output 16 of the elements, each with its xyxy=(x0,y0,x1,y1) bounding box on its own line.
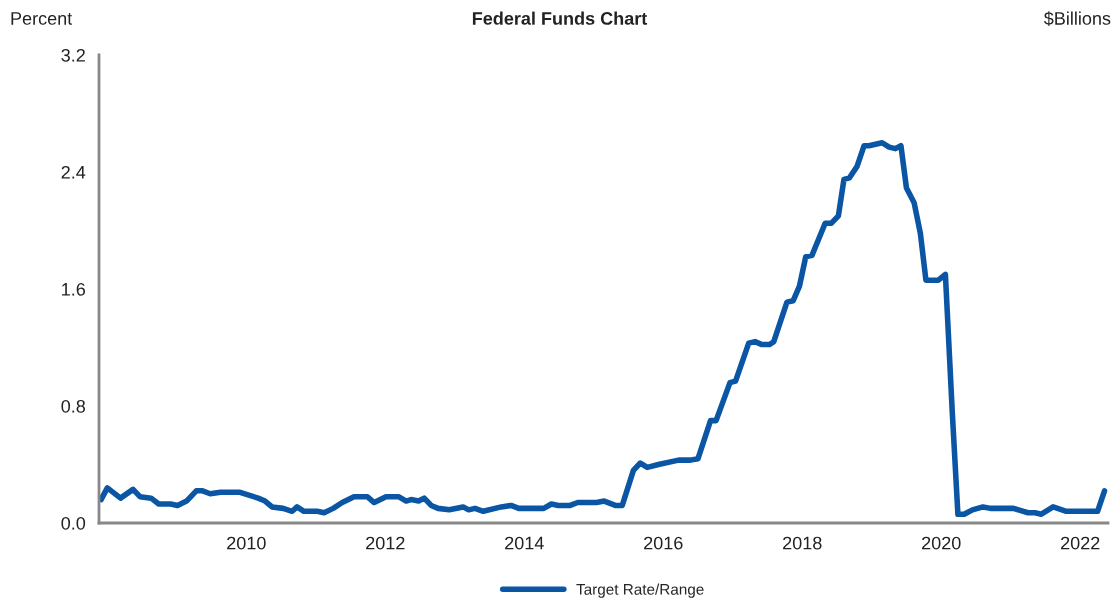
x-tick-label: 2010 xyxy=(227,536,266,550)
chart-title: Federal Funds Chart xyxy=(472,11,648,25)
y-tick-label: 1.6 xyxy=(62,282,86,296)
x-tick-label: 2014 xyxy=(505,536,544,550)
x-tick-label: 2018 xyxy=(783,536,822,550)
x-tick-label: 2020 xyxy=(922,536,961,550)
x-tick-label: 2016 xyxy=(644,536,683,550)
x-tick-label: 2022 xyxy=(1061,536,1100,550)
y2-axis-title: $Billions xyxy=(1043,11,1111,26)
y-axis-title: Percent xyxy=(11,12,73,25)
y-tick-label: 3.2 xyxy=(61,48,85,62)
y-tick-label: 0.8 xyxy=(61,399,86,413)
y-tick-label: 0.0 xyxy=(61,516,86,530)
legend-label: Target Rate/Range xyxy=(576,583,704,598)
y-tick-label: 2.4 xyxy=(61,165,86,179)
x-tick-label: 2012 xyxy=(366,536,405,550)
